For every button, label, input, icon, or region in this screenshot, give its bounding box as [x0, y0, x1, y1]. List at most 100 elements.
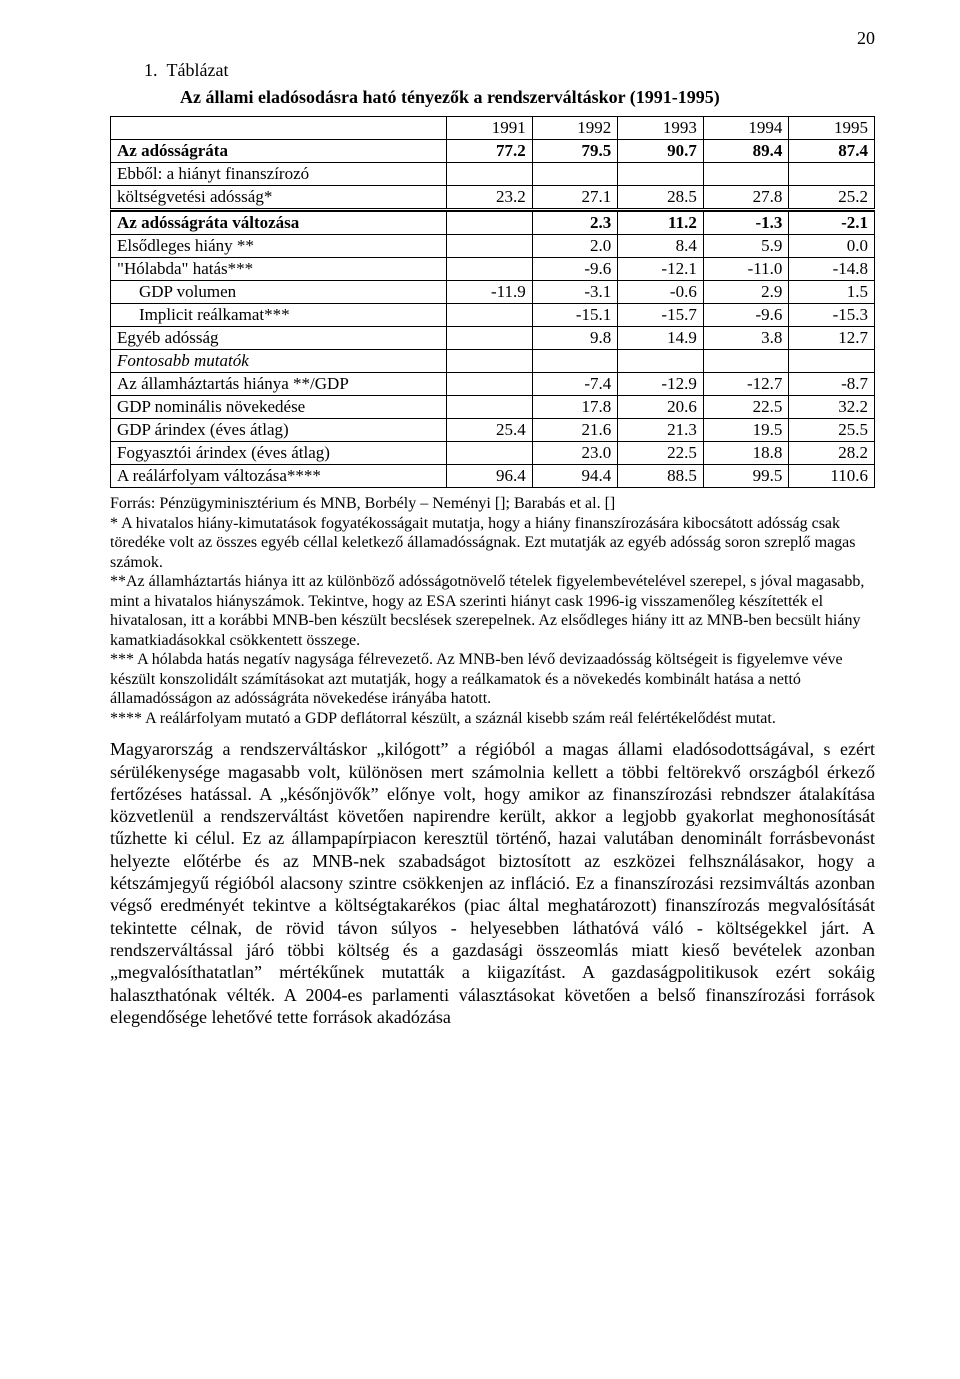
table-cell: 2.0	[532, 235, 618, 258]
table-cell: 87.4	[789, 140, 875, 163]
table-row-label: GDP nominális növekedése	[111, 396, 447, 419]
table-cell: 27.8	[703, 186, 789, 210]
table-cell	[789, 350, 875, 373]
table-cell	[447, 163, 533, 186]
table-cell	[532, 350, 618, 373]
table-cell	[447, 235, 533, 258]
page-number: 20	[857, 28, 875, 49]
table-cell	[532, 163, 618, 186]
table-cell: 32.2	[789, 396, 875, 419]
table-cell: 18.8	[703, 442, 789, 465]
table-header-cell: 1991	[447, 117, 533, 140]
table-cell: 21.3	[618, 419, 704, 442]
table-cell: -11.0	[703, 258, 789, 281]
table-header-cell: 1993	[618, 117, 704, 140]
table-cell: 25.5	[789, 419, 875, 442]
table-cell	[447, 258, 533, 281]
table-cell: -2.1	[789, 212, 875, 235]
table-cell: -9.6	[532, 258, 618, 281]
table-cell: -12.9	[618, 373, 704, 396]
table-row-label: Implicit reálkamat***	[111, 304, 447, 327]
table-cell: 11.2	[618, 212, 704, 235]
table-title: Az állami eladósodásra ható tényezők a r…	[110, 87, 875, 108]
table-row: Az államháztartás hiánya **/GDP -7.4-12.9…	[111, 373, 875, 396]
table-row-label: Egyéb adósság	[111, 327, 447, 350]
table-cell: 25.4	[447, 419, 533, 442]
table-cell: 17.8	[532, 396, 618, 419]
page: 20 1. Táblázat Az állami eladósodásra ha…	[0, 0, 960, 1379]
table-row-label: GDP árindex (éves átlag)	[111, 419, 447, 442]
table-cell	[703, 163, 789, 186]
table-row-label: "Hólabda" hatás***	[111, 258, 447, 281]
table-cell: -0.6	[618, 281, 704, 304]
table-cell: 9.8	[532, 327, 618, 350]
table-cell: 27.1	[532, 186, 618, 210]
table-cell: 22.5	[703, 396, 789, 419]
table-cell: -15.3	[789, 304, 875, 327]
table-cell: 8.4	[618, 235, 704, 258]
table-cell: -3.1	[532, 281, 618, 304]
table-header-blank	[111, 117, 447, 140]
table-cell: -15.1	[532, 304, 618, 327]
table-row: Implicit reálkamat***-15.1-15.7-9.6-15.3	[111, 304, 875, 327]
table-cell	[447, 327, 533, 350]
table-cell: 21.6	[532, 419, 618, 442]
table-row-label: Az államháztartás hiánya **/GDP	[111, 373, 447, 396]
table-cell: 99.5	[703, 465, 789, 488]
table-cell: 28.2	[789, 442, 875, 465]
table-cell: -12.7	[703, 373, 789, 396]
table-cell: 28.5	[618, 186, 704, 210]
table-row: Fogyasztói árindex (éves átlag)23.022.51…	[111, 442, 875, 465]
table-number: 1. Táblázat	[110, 60, 875, 81]
table-header-cell: 1995	[789, 117, 875, 140]
table-row: Egyéb adósság 9.814.93.812.7	[111, 327, 875, 350]
table-cell	[447, 373, 533, 396]
table-cell: 2.9	[703, 281, 789, 304]
table-cell: 3.8	[703, 327, 789, 350]
table-row: Elsődleges hiány **2.08.45.90.0	[111, 235, 875, 258]
table-row: A reálárfolyam változása****96.494.488.5…	[111, 465, 875, 488]
table-cell: 22.5	[618, 442, 704, 465]
table-cell	[447, 304, 533, 327]
table-row: költségvetési adósság*23.227.128.527.825…	[111, 186, 875, 210]
table-cell: 20.6	[618, 396, 704, 419]
table-cell: -8.7	[789, 373, 875, 396]
table-cell: 90.7	[618, 140, 704, 163]
table-cell: 96.4	[447, 465, 533, 488]
table-row-label: Fogyasztói árindex (éves átlag)	[111, 442, 447, 465]
table-cell	[618, 350, 704, 373]
table-cell: 0.0	[789, 235, 875, 258]
table-row-label: Fontosabb mutatók	[111, 350, 447, 373]
table-cell: 12.7	[789, 327, 875, 350]
table-cell	[703, 350, 789, 373]
table-cell: -1.3	[703, 212, 789, 235]
table-cell: 2.3	[532, 212, 618, 235]
table-row: GDP volumen-11.9-3.1-0.62.91.5	[111, 281, 875, 304]
table-cell: 1.5	[789, 281, 875, 304]
table-cell: 19.5	[703, 419, 789, 442]
data-table: 19911992199319941995Az adósságráta77.279…	[110, 116, 875, 488]
table-row: "Hólabda" hatás*** -9.6-12.1-11.0-14.8	[111, 258, 875, 281]
table-row-label: A reálárfolyam változása****	[111, 465, 447, 488]
table-row: Ebből: a hiányt finanszírozó	[111, 163, 875, 186]
table-row-label: Elsődleges hiány **	[111, 235, 447, 258]
table-row: Fontosabb mutatók	[111, 350, 875, 373]
table-cell: -14.8	[789, 258, 875, 281]
table-cell: -15.7	[618, 304, 704, 327]
table-row: GDP árindex (éves átlag)25.421.621.319.5…	[111, 419, 875, 442]
table-cell	[789, 163, 875, 186]
table-cell: 23.2	[447, 186, 533, 210]
table-cell: 25.2	[789, 186, 875, 210]
table-row: GDP nominális növekedése 17.820.622.532.2	[111, 396, 875, 419]
table-cell: -12.1	[618, 258, 704, 281]
table-cell: 94.4	[532, 465, 618, 488]
table-header-cell: 1992	[532, 117, 618, 140]
table-row: Az adósságráta77.279.590.789.487.4	[111, 140, 875, 163]
table-row: Az adósságráta változása2.311.2-1.3-2.1	[111, 212, 875, 235]
table-cell: 14.9	[618, 327, 704, 350]
table-row-label: költségvetési adósság*	[111, 186, 447, 210]
table-cell: -7.4	[532, 373, 618, 396]
table-cell: -11.9	[447, 281, 533, 304]
table-cell	[447, 396, 533, 419]
table-cell: 89.4	[703, 140, 789, 163]
